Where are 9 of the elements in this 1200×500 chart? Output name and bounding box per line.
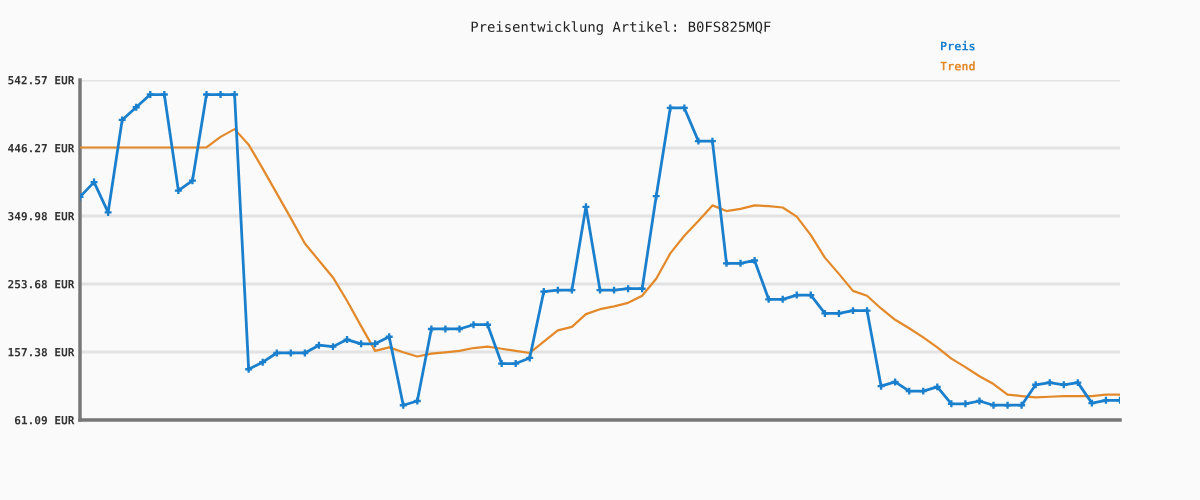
y-tick-label: 253.68 EUR <box>8 279 75 289</box>
y-tick-label: 349.98 EUR <box>8 211 75 221</box>
text: Trend <box>940 61 975 71</box>
y-tick-label: 157.38 EUR <box>8 347 75 357</box>
text: Preis <box>941 40 975 51</box>
y-tick-label: 542.57 EUR <box>8 75 75 85</box>
y-tick-label: 61.09 EUR <box>14 415 75 425</box>
chart-title: Preisentwicklung Artikel: B0FS825MQF <box>471 21 771 35</box>
y-tick-label: 446.27 EUR <box>8 143 75 153</box>
